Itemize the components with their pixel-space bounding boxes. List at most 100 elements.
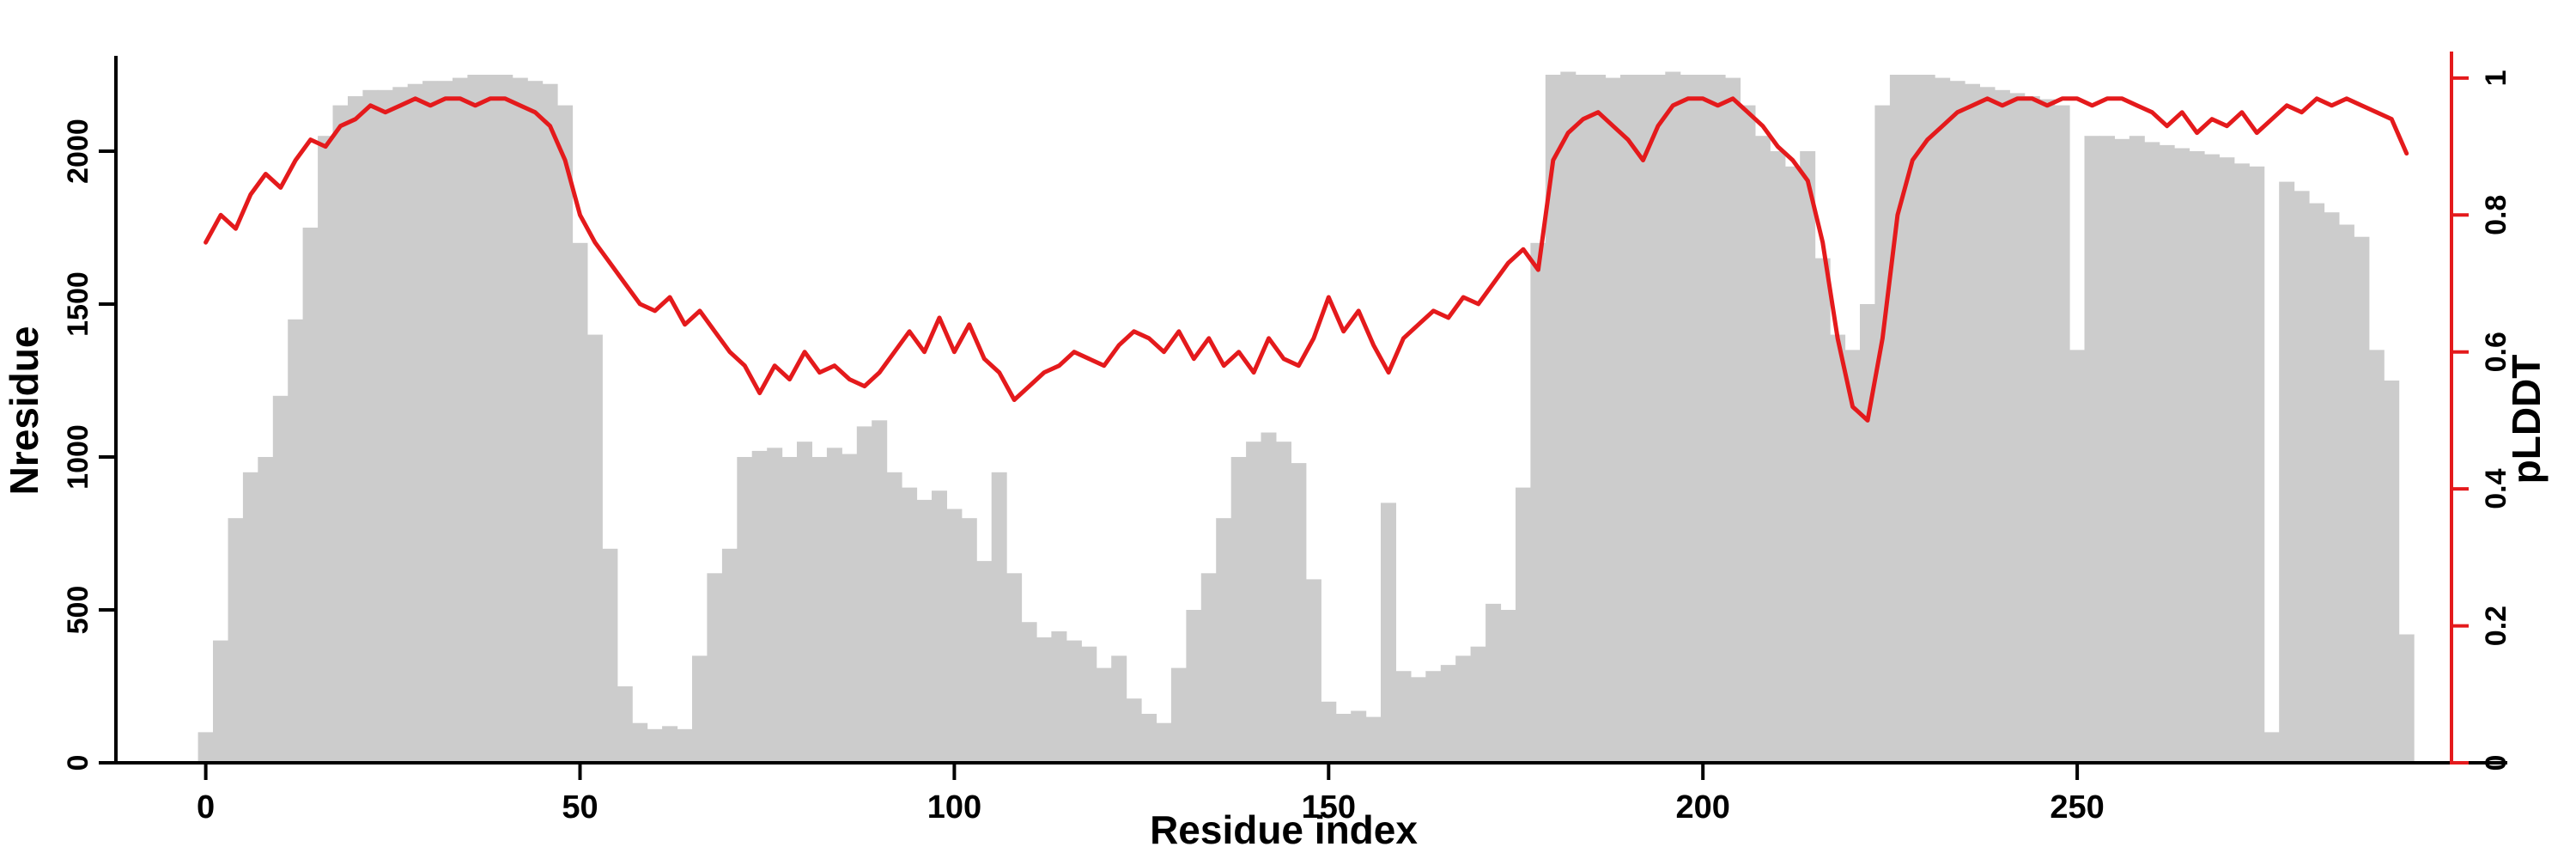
nresidue-bar (1006, 573, 1023, 763)
right-tick-label: 0.8 (2480, 195, 2512, 235)
nresidue-bar (1979, 87, 1996, 764)
nresidue-bar (781, 457, 798, 763)
nresidue-bar (213, 640, 228, 763)
nresidue-bar (632, 722, 648, 763)
nresidue-bar (1949, 81, 1965, 763)
nresidue-bar (602, 548, 618, 763)
nresidue-bar (751, 450, 768, 763)
left-tick-label: 500 (62, 586, 94, 635)
nresidue-bar (1784, 166, 1801, 764)
right-tick-label: 0.2 (2480, 606, 2512, 646)
nresidue-bar (2233, 163, 2250, 764)
nresidue-bar (318, 136, 334, 763)
nresidue-bar (2398, 634, 2415, 763)
right-tick-label: 1 (2480, 70, 2512, 86)
nresidue-bar (902, 487, 918, 763)
nresidue-bar (1305, 579, 1321, 763)
nresidue-bar (272, 395, 289, 763)
nresidue-bar (961, 518, 977, 763)
nresidue-bar (512, 77, 528, 764)
nresidue-bar (1425, 671, 1442, 763)
nresidue-bar (288, 319, 304, 763)
x-tick-label: 0 (197, 789, 215, 825)
nresidue-bar (1665, 71, 1681, 763)
nresidue-bar (453, 77, 468, 764)
nresidue-bar (1381, 503, 1396, 763)
x-axis-title: Residue index (1150, 807, 1418, 852)
nresidue-bar (1830, 334, 1846, 763)
nresidue-bar (886, 472, 902, 763)
nresidue-bar (542, 83, 558, 763)
nresidue-bar (662, 726, 678, 763)
nresidue-bar (916, 499, 933, 763)
nresidue-bar (422, 81, 439, 763)
nresidue-bar (1440, 665, 1456, 763)
x-tick-label: 250 (2050, 789, 2104, 825)
plddt-line (204, 96, 2409, 423)
nresidue-bar (1889, 75, 1905, 763)
right-tick-label: 0.4 (2480, 468, 2512, 509)
nresidue-bar (1365, 716, 1382, 763)
nresidue-bar (1081, 646, 1097, 763)
nresidue-bar (572, 242, 588, 763)
nresidue-bar (1111, 655, 1127, 763)
nresidue-bar (767, 448, 783, 763)
nresidue-bar (258, 457, 274, 763)
nresidue-bar (1051, 631, 1067, 763)
nresidue-bar (692, 655, 708, 763)
nresidue-bar (497, 75, 513, 763)
nresidue-bar (2384, 381, 2400, 763)
nresidue-bar (2189, 151, 2205, 763)
nresidue-bar (1410, 677, 1426, 763)
left-tick-label: 2000 (62, 119, 94, 184)
left-axis-ticks: 0 500 1000 1500 2000 (62, 119, 116, 771)
nresidue-bar (2129, 136, 2145, 763)
nresidue-bar (841, 454, 858, 763)
nresidue-bar (1395, 671, 1412, 763)
nresidue-bar (2114, 138, 2130, 764)
nresidue-bar (1276, 442, 1291, 763)
nresidue-bar (1560, 71, 1577, 763)
nresidue-bar (1575, 75, 1591, 763)
nresidue-bar (1141, 714, 1157, 763)
nresidue-bar (2144, 142, 2160, 763)
nresidue-bar (1126, 698, 1142, 763)
nresidue-bar (1246, 442, 1262, 763)
nresidue-bar (2279, 181, 2295, 764)
nresidue-bar (2309, 203, 2325, 764)
left-tick-label: 1500 (62, 271, 94, 337)
nresidue-bar (1965, 83, 1980, 763)
nresidue-bar (242, 472, 258, 763)
nresidue-bar (2263, 732, 2280, 763)
nresidue-bar (2009, 93, 2026, 763)
nresidue-bar (467, 75, 483, 763)
nresidue-bar (1935, 77, 1951, 764)
nresidue-bar (1200, 573, 1217, 763)
nresidue-bar (2054, 105, 2070, 764)
nresidue-bar (1096, 667, 1112, 763)
nresidue-bar (2219, 157, 2235, 763)
nresidue-bar (1036, 637, 1052, 763)
nresidue-bar (2174, 148, 2190, 763)
nresidue-bar (1335, 714, 1352, 763)
nresidue-bar (1680, 75, 1696, 763)
nresidue-bar (2249, 166, 2265, 764)
nresidue-bar (677, 728, 693, 763)
nresidue-bar (1844, 350, 1861, 763)
nresidue-bar (2338, 224, 2354, 763)
nresidue-bar (946, 509, 963, 763)
left-axis-title: Nresidue (2, 326, 46, 496)
right-tick-label: 0.6 (2480, 332, 2512, 372)
nresidue-bar (2159, 144, 2175, 763)
nresidue-bar (362, 89, 379, 764)
nresidue-bar (586, 334, 603, 763)
nresidue-bar (557, 105, 574, 764)
nresidue-bar (1216, 518, 1232, 763)
nresidue-bar (1230, 457, 1247, 763)
nresidue-bar (1919, 75, 1935, 763)
nresidue-bar (1066, 640, 1082, 763)
nresidue-bar (2099, 136, 2115, 763)
nresidue-bar (1351, 710, 1367, 763)
nresidue-bar (2039, 99, 2056, 763)
nresidue-bar (1905, 75, 1921, 763)
